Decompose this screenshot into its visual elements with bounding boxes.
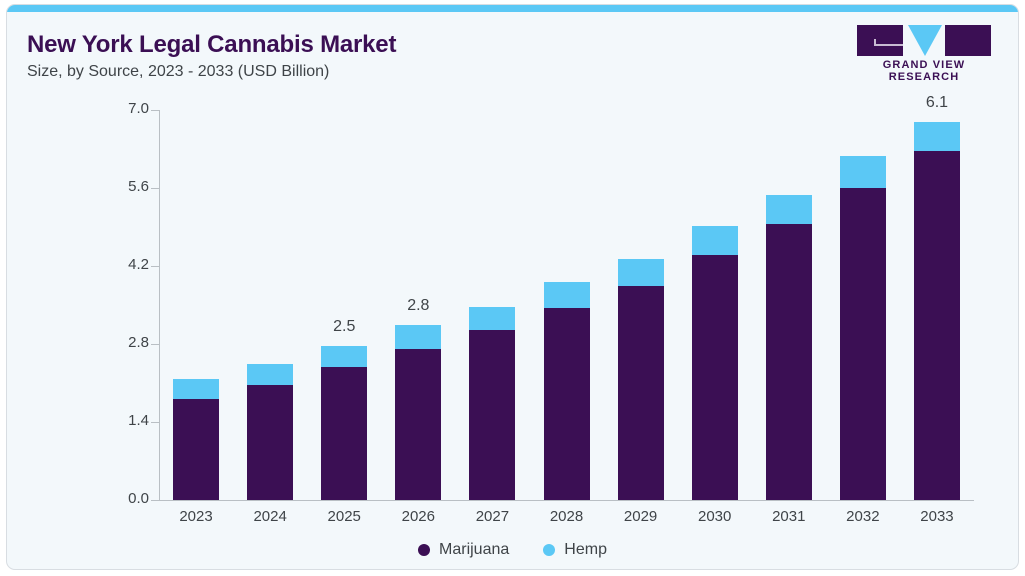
y-tick-label: 4.2 [128,256,149,273]
y-tick-mark [151,500,159,501]
bar-stack[interactable]: 2.8 [395,297,442,500]
bar-stack[interactable] [691,226,738,500]
y-tick-mark [151,344,159,345]
y-tick-label: 5.6 [128,178,149,195]
bar-stack[interactable] [543,281,590,500]
bar-stack[interactable] [469,306,516,500]
y-tick-mark [151,266,159,267]
bar-segment-marijuana[interactable] [691,254,738,500]
plot-area: 2.5 2.8 6.1 [159,94,974,500]
bar-segment-hemp[interactable] [321,346,368,368]
bar-segment-hemp[interactable] [913,122,960,151]
y-tick-label: 2.8 [128,334,149,351]
legend-item[interactable]: Marijuana [418,541,509,559]
legend-label: Marijuana [439,541,510,558]
bar-segment-hemp[interactable] [543,281,590,308]
x-tick-label: 2024 [253,508,287,525]
accent-top-bar [7,5,1018,12]
x-tick-label: 2033 [920,508,954,525]
grand-view-research-logo: GRAND VIEW RESEARCH [848,25,1000,83]
bar-stack[interactable] [617,258,664,500]
logo-marks [848,25,1000,57]
legend-color-swatch-icon [418,544,431,556]
legend-item[interactable]: Hemp [543,541,607,559]
bar-segment-marijuana[interactable] [469,330,516,500]
logo-triangle-icon [908,25,942,56]
chart-card: New York Legal Cannabis Market Size, by … [6,4,1019,570]
bar-segment-hemp[interactable] [617,258,664,286]
bar-segment-marijuana[interactable] [617,285,664,500]
legend-label: Hemp [564,541,607,558]
x-tick-label: 2030 [697,508,732,525]
y-tick-label: 1.4 [128,412,149,429]
logo-right-rect-icon [945,25,991,56]
y-tick-label: 7.0 [128,100,149,117]
x-tick-label: 2031 [772,508,806,525]
bar-segment-marijuana[interactable] [839,188,886,500]
bar-segment-hemp[interactable] [247,364,294,385]
y-tick-mark [151,188,159,189]
x-tick-label: 2025 [327,508,361,525]
bar-stack[interactable] [839,155,886,500]
bar-segment-marijuana[interactable] [913,150,960,500]
bar-stack[interactable]: 2.5 [321,318,368,500]
bar-stack[interactable] [247,364,294,500]
bar-segment-marijuana[interactable] [543,307,590,500]
logo-left-tick-icon [874,39,876,46]
y-tick-mark [151,110,159,111]
x-axis-line [159,500,974,501]
bar-segment-hemp[interactable] [839,155,886,188]
x-tick-label: 2027 [475,508,510,525]
bar-stack[interactable] [765,194,812,500]
y-axis-line [159,110,160,500]
x-tick-label: 2029 [623,508,658,525]
chart-legend: Marijuana Hemp [7,541,1018,559]
bar-segment-hemp[interactable] [173,379,220,400]
bar-segment-hemp[interactable] [469,306,516,331]
bar-segment-marijuana[interactable] [321,367,368,500]
x-tick-label: 2023 [179,508,213,525]
bar-segment-marijuana[interactable] [173,399,220,500]
bar-stack[interactable] [173,379,220,500]
x-tick-label: 2028 [549,508,584,525]
bar-segment-marijuana[interactable] [765,224,812,500]
logo-left-line-icon [874,44,903,46]
bar-value-label: 2.5 [333,318,356,336]
x-tick-label: 2026 [401,508,435,525]
bar-segment-marijuana[interactable] [247,384,294,500]
bar-segment-hemp[interactable] [691,226,738,255]
bar-value-label: 2.8 [407,297,430,315]
logo-left-rect-icon [857,25,903,56]
x-tick-label: 2032 [846,508,880,525]
y-tick-mark [151,422,159,423]
logo-wordmark: GRAND VIEW RESEARCH [882,59,966,83]
legend-color-swatch-icon [543,544,556,556]
bar-segment-marijuana[interactable] [395,349,442,500]
y-tick-label: 0.0 [128,490,149,507]
bar-segment-hemp[interactable] [395,325,442,350]
page-title: New York Legal Cannabis Market [27,31,397,58]
page-subtitle: Size, by Source, 2023 - 2033 (USD Billio… [27,63,330,80]
bar-stack[interactable]: 6.1 [913,94,960,500]
bar-value-label: 6.1 [925,94,949,112]
bar-segment-hemp[interactable] [765,194,812,225]
